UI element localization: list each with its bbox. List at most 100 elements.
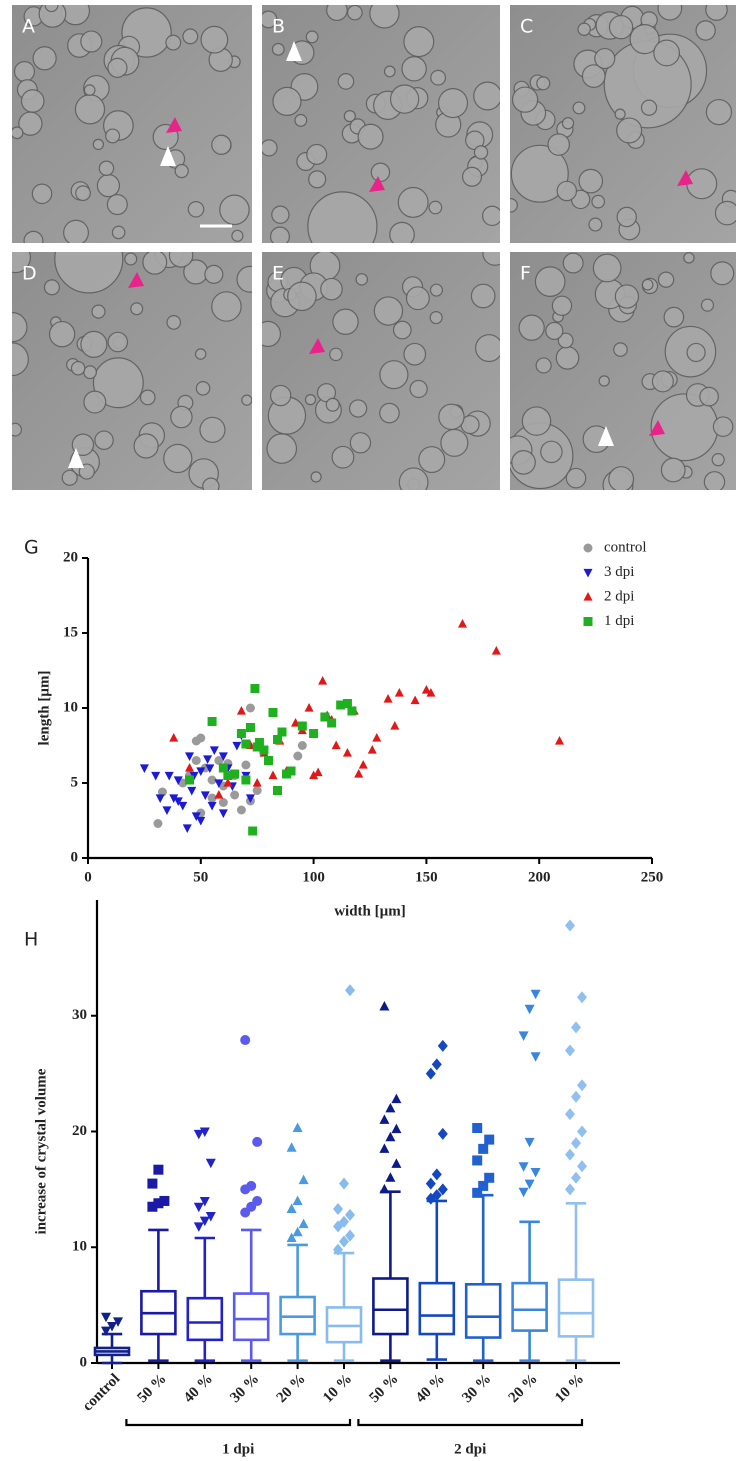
- marker: [457, 619, 467, 628]
- arrowhead: [677, 170, 693, 186]
- cell: [91, 304, 106, 319]
- x-tick-label: control: [80, 1371, 124, 1415]
- marker: [191, 756, 201, 765]
- marker: [196, 767, 206, 776]
- marker: [178, 778, 188, 788]
- outlier: [333, 1243, 343, 1256]
- panel-label: C: [520, 16, 533, 38]
- panel-label: E: [272, 263, 284, 285]
- micrograph: E: [262, 252, 500, 490]
- marker: [367, 745, 377, 754]
- cell: [699, 386, 719, 407]
- outlier: [379, 1000, 390, 1011]
- y-axis-title: increase of crystal volume: [33, 1068, 49, 1234]
- x-tick-label: 250: [641, 869, 664, 885]
- cells: [510, 252, 735, 490]
- cell: [370, 162, 391, 183]
- marker: [263, 756, 273, 765]
- marker: [218, 809, 228, 818]
- cell: [262, 320, 282, 348]
- cell: [705, 5, 728, 21]
- cell: [651, 370, 674, 393]
- outlier: [246, 1180, 257, 1191]
- group-bracket: [357, 1419, 584, 1427]
- box: [418, 1281, 456, 1336]
- cell: [269, 226, 290, 243]
- cell: [38, 5, 67, 28]
- outlier: [113, 1317, 123, 1327]
- cell: [23, 230, 44, 243]
- cell: [199, 416, 226, 443]
- marker: [214, 790, 224, 799]
- cell: [74, 94, 106, 125]
- marker: [207, 717, 217, 726]
- cell: [107, 57, 128, 78]
- cell: [219, 194, 250, 226]
- marker: [342, 748, 352, 757]
- outlier: [193, 1129, 204, 1140]
- marker: [218, 752, 228, 761]
- outlier: [252, 1136, 263, 1147]
- cell: [405, 286, 430, 311]
- outlier: [153, 1164, 164, 1175]
- cell: [482, 252, 500, 266]
- marker: [207, 801, 217, 811]
- cell: [262, 139, 278, 157]
- marker: [426, 688, 436, 697]
- arrowhead: [309, 338, 325, 354]
- marker: [273, 735, 283, 744]
- cell: [94, 430, 114, 450]
- x-tick-label: 50: [193, 869, 208, 885]
- cell: [389, 221, 415, 243]
- cell: [653, 39, 681, 67]
- cell: [660, 457, 686, 483]
- cell: [535, 357, 552, 374]
- outlier: [530, 1168, 541, 1178]
- cell: [614, 108, 626, 120]
- marker: [291, 718, 301, 727]
- cell: [307, 191, 378, 243]
- y-tick-label: 0: [71, 849, 79, 865]
- cell: [440, 428, 469, 457]
- cell: [174, 163, 189, 179]
- arrowhead: [128, 272, 144, 288]
- outlier: [431, 1168, 442, 1181]
- cell: [70, 360, 86, 376]
- cell: [304, 393, 317, 406]
- marker: [173, 797, 183, 806]
- outlier: [472, 1155, 483, 1166]
- box: [372, 1277, 409, 1336]
- cell: [683, 252, 695, 264]
- outlier: [379, 1114, 390, 1124]
- legend-marker: [583, 592, 593, 601]
- cell: [204, 264, 224, 284]
- cell: [142, 252, 168, 275]
- cell: [518, 314, 545, 341]
- marker: [331, 740, 341, 750]
- cell: [241, 394, 252, 406]
- marker: [164, 771, 174, 781]
- panel-label: B: [272, 16, 285, 38]
- outlier: [518, 1187, 529, 1198]
- cell: [581, 64, 606, 89]
- outlier: [565, 1044, 575, 1057]
- marker: [191, 812, 201, 821]
- x-tick-label: 20 %: [274, 1371, 309, 1406]
- cell: [705, 98, 733, 126]
- cell: [12, 126, 24, 140]
- micrograph: D: [12, 252, 252, 490]
- marker: [169, 794, 179, 803]
- cell: [710, 261, 735, 286]
- outlier: [425, 1067, 436, 1080]
- cell: [398, 467, 429, 490]
- outlier: [385, 1172, 396, 1182]
- micrograph: C: [510, 5, 736, 243]
- group-label: 2 dpi: [454, 1441, 486, 1457]
- x-tick-label: 50 %: [366, 1371, 401, 1406]
- outlier: [199, 1196, 210, 1207]
- outlier: [147, 1178, 158, 1189]
- outlier: [298, 1218, 309, 1229]
- cell: [326, 5, 348, 22]
- marker: [182, 824, 192, 833]
- marker: [421, 685, 431, 694]
